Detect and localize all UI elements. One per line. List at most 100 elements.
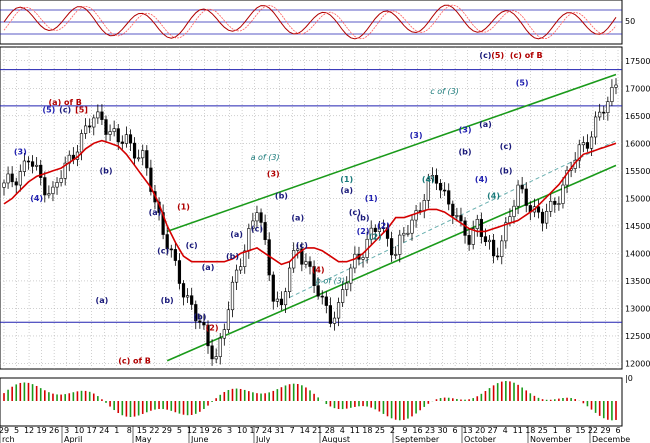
candle-body	[300, 248, 304, 265]
histogram-bar	[378, 401, 381, 412]
histogram-bar	[403, 401, 405, 420]
candle-body	[557, 203, 561, 205]
wave-label: b of (3)	[316, 277, 345, 286]
candle-body	[247, 228, 251, 252]
channel-line-mid-dashed	[289, 140, 617, 298]
histogram-bar	[525, 390, 528, 401]
candle-body	[536, 206, 541, 213]
histogram-bar	[288, 384, 291, 401]
day-tick-label: 23	[425, 426, 435, 435]
day-tick-label: 15	[575, 426, 585, 435]
histogram-bar	[97, 396, 99, 401]
candle-body	[524, 188, 528, 206]
histogram-bar	[227, 389, 230, 401]
price-tick-label: 17000	[625, 84, 650, 93]
candle-body	[287, 267, 292, 292]
candle-body	[108, 131, 112, 135]
histogram-bar	[582, 401, 585, 404]
day-tick-label: 12	[187, 426, 197, 435]
wave-label: [5]	[75, 106, 88, 115]
wave-label: (3)	[14, 147, 27, 156]
candle-body	[104, 119, 108, 135]
day-tick-label: 4	[340, 426, 345, 435]
histogram-bar	[443, 397, 446, 401]
histogram-bar	[223, 392, 226, 401]
candle-body	[561, 184, 565, 204]
histogram-bar	[284, 385, 287, 401]
wave-label: (2)	[377, 222, 390, 231]
wave-label: (a) of B	[49, 98, 82, 107]
histogram-bar	[337, 401, 340, 409]
wave-label: (b)	[99, 167, 112, 176]
month-tick-label: September	[395, 435, 440, 443]
day-tick-label: 3	[64, 426, 69, 435]
wave-label: (3)	[410, 131, 423, 140]
oscillator-line	[3, 4, 617, 40]
wave-label: (b)	[193, 312, 206, 321]
candle-body	[349, 267, 353, 284]
histogram-bar	[611, 401, 613, 421]
histogram-bar	[129, 401, 132, 418]
histogram-bar	[64, 394, 66, 401]
candle-body	[463, 220, 467, 236]
histogram-tick-label: |0	[625, 374, 633, 383]
candle-body	[18, 171, 22, 186]
histogram-bar	[558, 398, 560, 401]
horizontal-lines	[0, 69, 622, 323]
wave-label: (1)	[365, 194, 378, 203]
candle-body	[239, 266, 243, 271]
histogram-bar	[3, 393, 5, 401]
histogram-bar	[488, 388, 491, 401]
histogram-bar	[178, 401, 181, 414]
candle-body	[120, 141, 124, 144]
histogram-bar	[170, 401, 173, 411]
candle-body	[520, 184, 524, 190]
histogram-bar	[125, 401, 128, 417]
histogram-bar	[52, 393, 54, 401]
histogram-bar	[521, 387, 523, 401]
candle-body	[234, 269, 239, 283]
candle-body	[369, 227, 373, 240]
histogram-bar	[23, 382, 26, 401]
histogram-bar	[305, 387, 307, 401]
candle-body	[173, 249, 177, 261]
histogram-bar	[435, 399, 438, 401]
moving-average-path	[3, 139, 617, 266]
candle-body	[55, 182, 59, 188]
candle-body	[39, 164, 43, 178]
histogram-bar	[68, 393, 71, 401]
day-tick-label: 19	[199, 426, 209, 435]
histogram-bar	[162, 401, 164, 410]
histogram-bar	[529, 393, 532, 401]
price-tick-label: 12000	[625, 359, 650, 368]
wave-label: (b)	[161, 296, 174, 305]
candle-body	[422, 200, 426, 212]
histogram-bar	[31, 384, 34, 401]
candle-body	[96, 111, 100, 119]
candle-body	[222, 329, 226, 339]
price-tick-label: 16000	[625, 139, 650, 148]
price-tick-label: 13000	[625, 304, 650, 313]
day-tick-label: 24	[262, 426, 272, 435]
candle-body	[345, 282, 349, 290]
histogram-bar	[7, 389, 9, 401]
candle-body	[398, 234, 402, 255]
candle-body	[26, 160, 31, 163]
candle-body	[553, 200, 557, 205]
histogram-bar	[264, 393, 266, 401]
histogram-bar	[313, 393, 315, 401]
day-tick-label: 19	[36, 426, 46, 435]
candle-body	[92, 117, 96, 128]
histogram-bar	[296, 384, 299, 401]
candle-body	[410, 219, 414, 234]
day-tick-label: 20	[475, 426, 485, 435]
histogram-bar	[252, 392, 254, 401]
day-tick-label: 24	[99, 426, 109, 435]
candle-body	[226, 309, 231, 330]
histogram-bar	[398, 401, 401, 421]
histogram-bar	[427, 401, 430, 404]
candle-body	[296, 248, 300, 251]
histogram-bar	[476, 396, 479, 401]
histogram-bar	[390, 401, 393, 419]
